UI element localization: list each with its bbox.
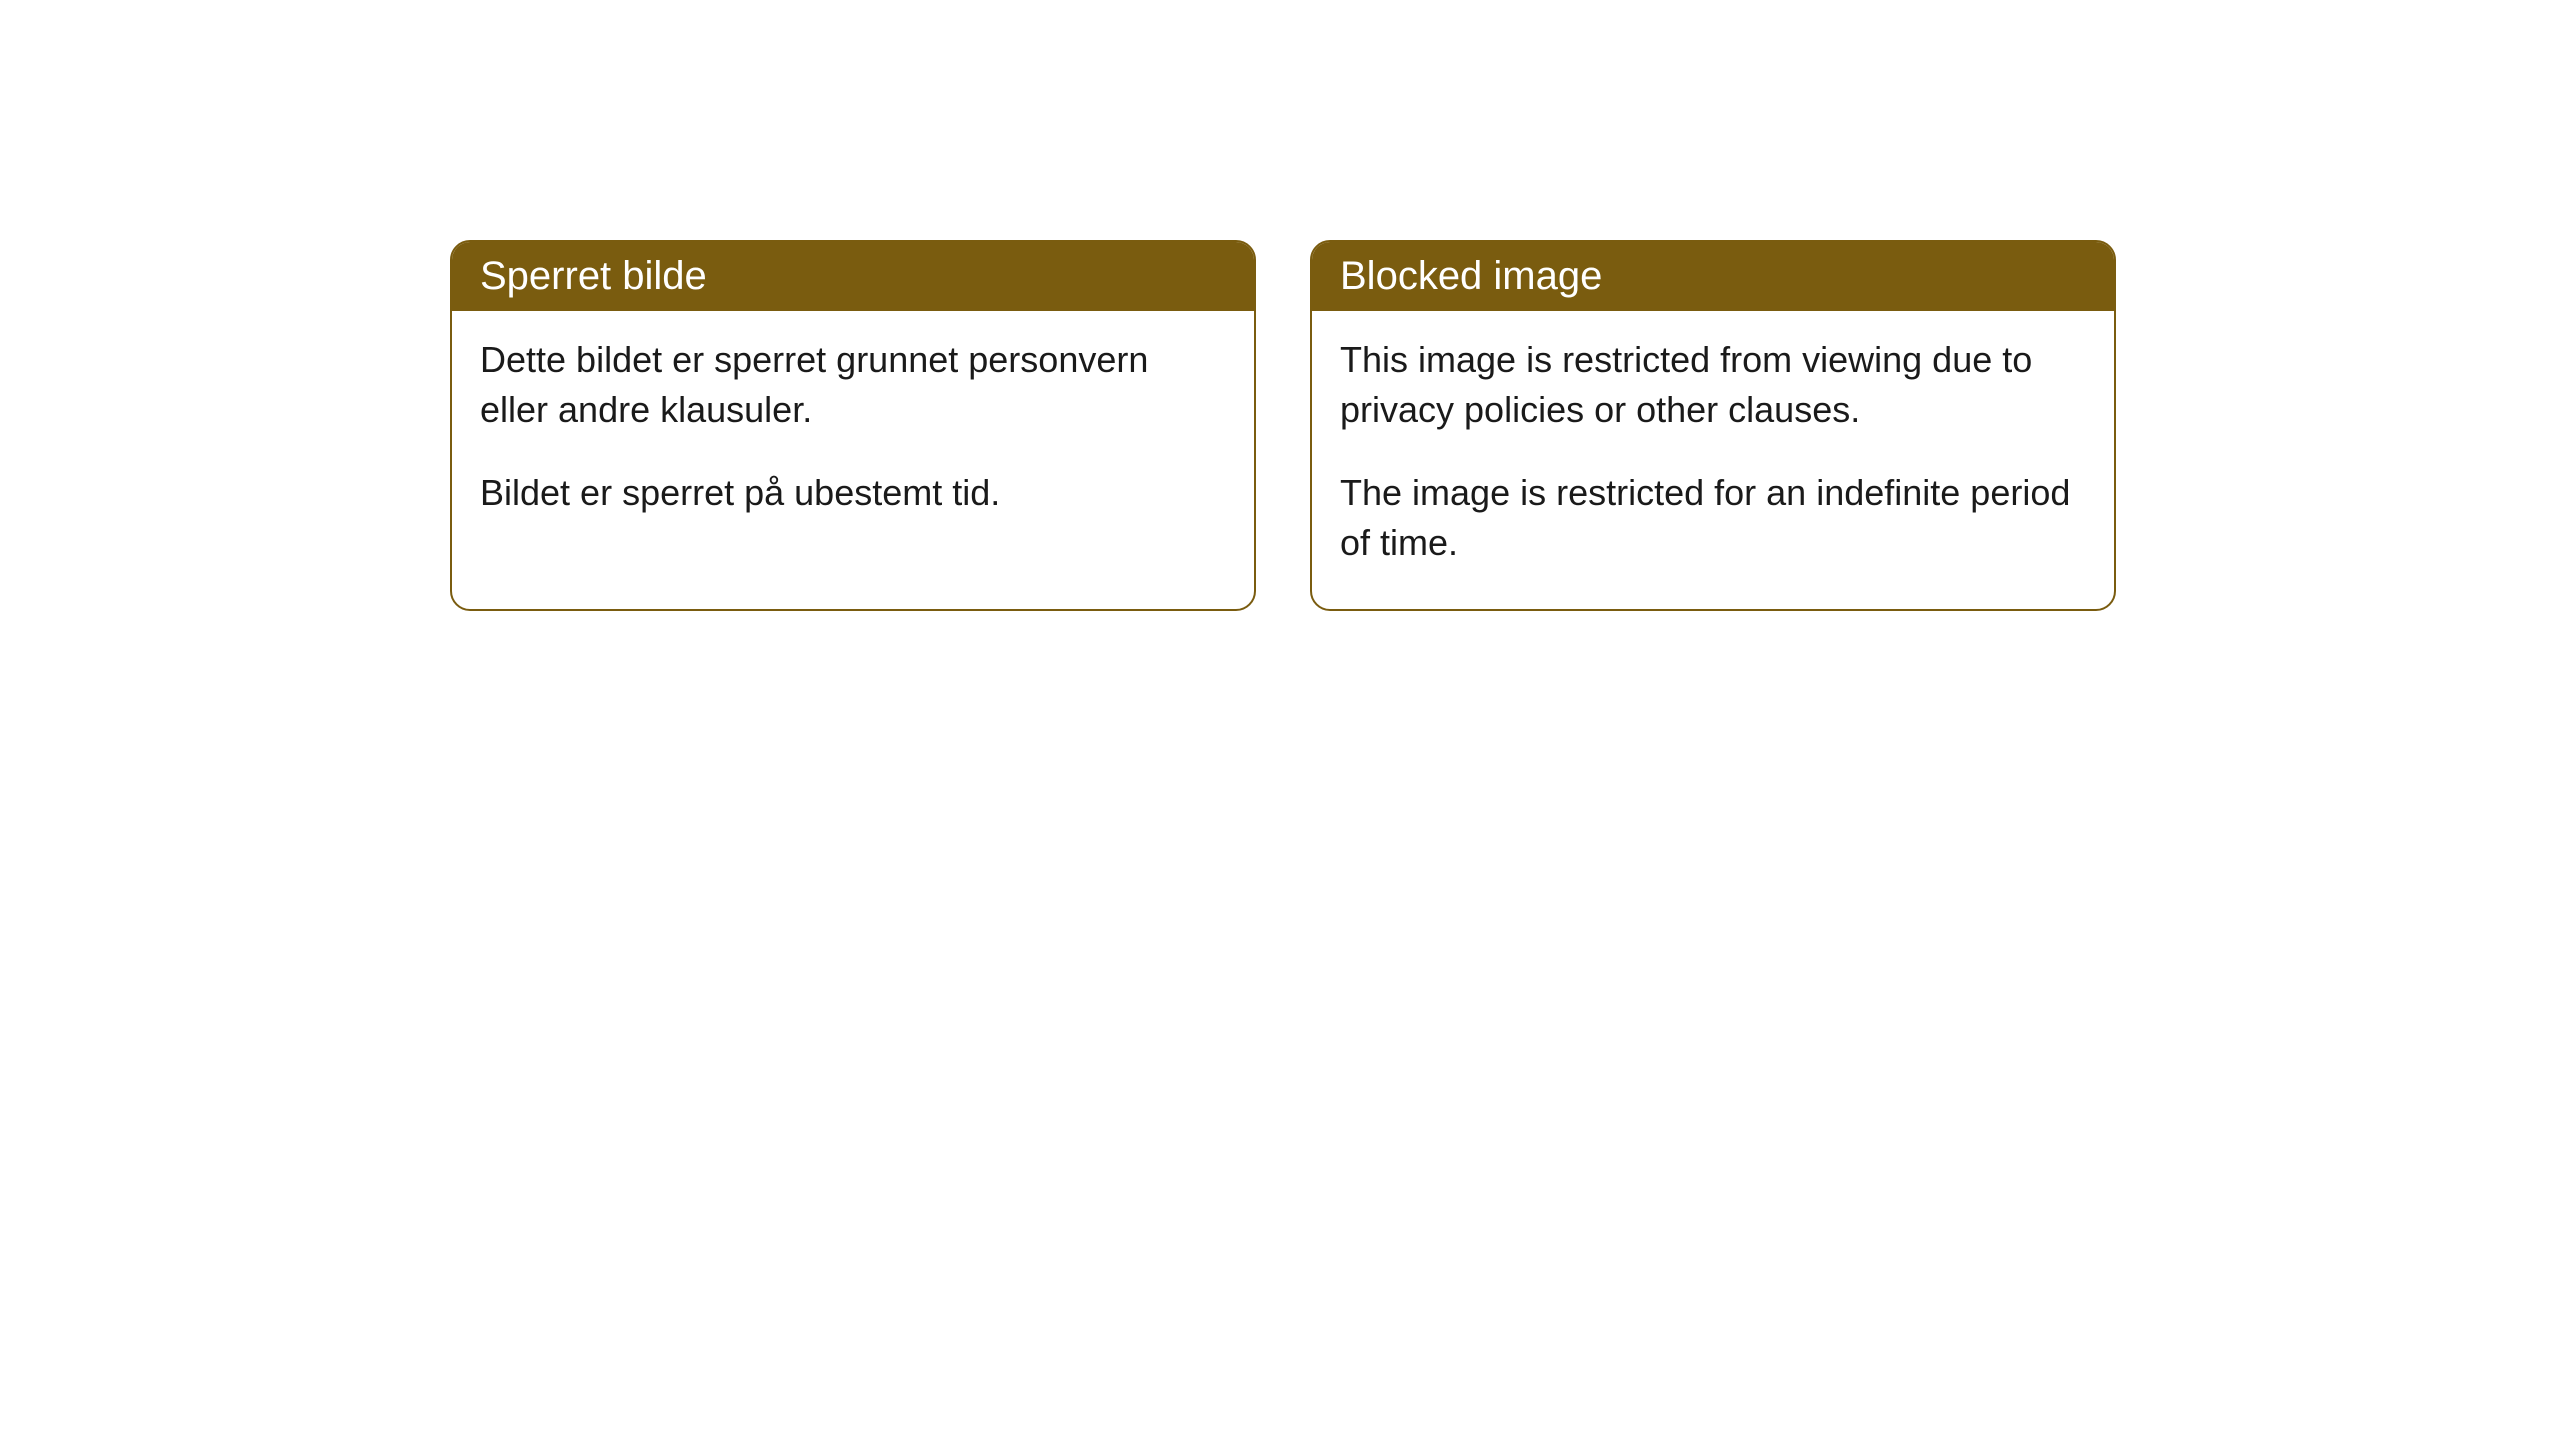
card-header-en: Blocked image	[1312, 242, 2114, 311]
card-paragraph-1-no: Dette bildet er sperret grunnet personve…	[480, 335, 1226, 436]
card-paragraph-2-en: The image is restricted for an indefinit…	[1340, 468, 2086, 569]
card-header-no: Sperret bilde	[452, 242, 1254, 311]
blocked-image-card-no: Sperret bilde Dette bildet er sperret gr…	[450, 240, 1256, 611]
card-body-no: Dette bildet er sperret grunnet personve…	[452, 311, 1254, 558]
card-title-no: Sperret bilde	[480, 254, 707, 298]
card-title-en: Blocked image	[1340, 254, 1602, 298]
card-body-en: This image is restricted from viewing du…	[1312, 311, 2114, 609]
blocked-image-card-en: Blocked image This image is restricted f…	[1310, 240, 2116, 611]
card-paragraph-2-no: Bildet er sperret på ubestemt tid.	[480, 468, 1226, 518]
cards-container: Sperret bilde Dette bildet er sperret gr…	[0, 0, 2560, 611]
card-paragraph-1-en: This image is restricted from viewing du…	[1340, 335, 2086, 436]
